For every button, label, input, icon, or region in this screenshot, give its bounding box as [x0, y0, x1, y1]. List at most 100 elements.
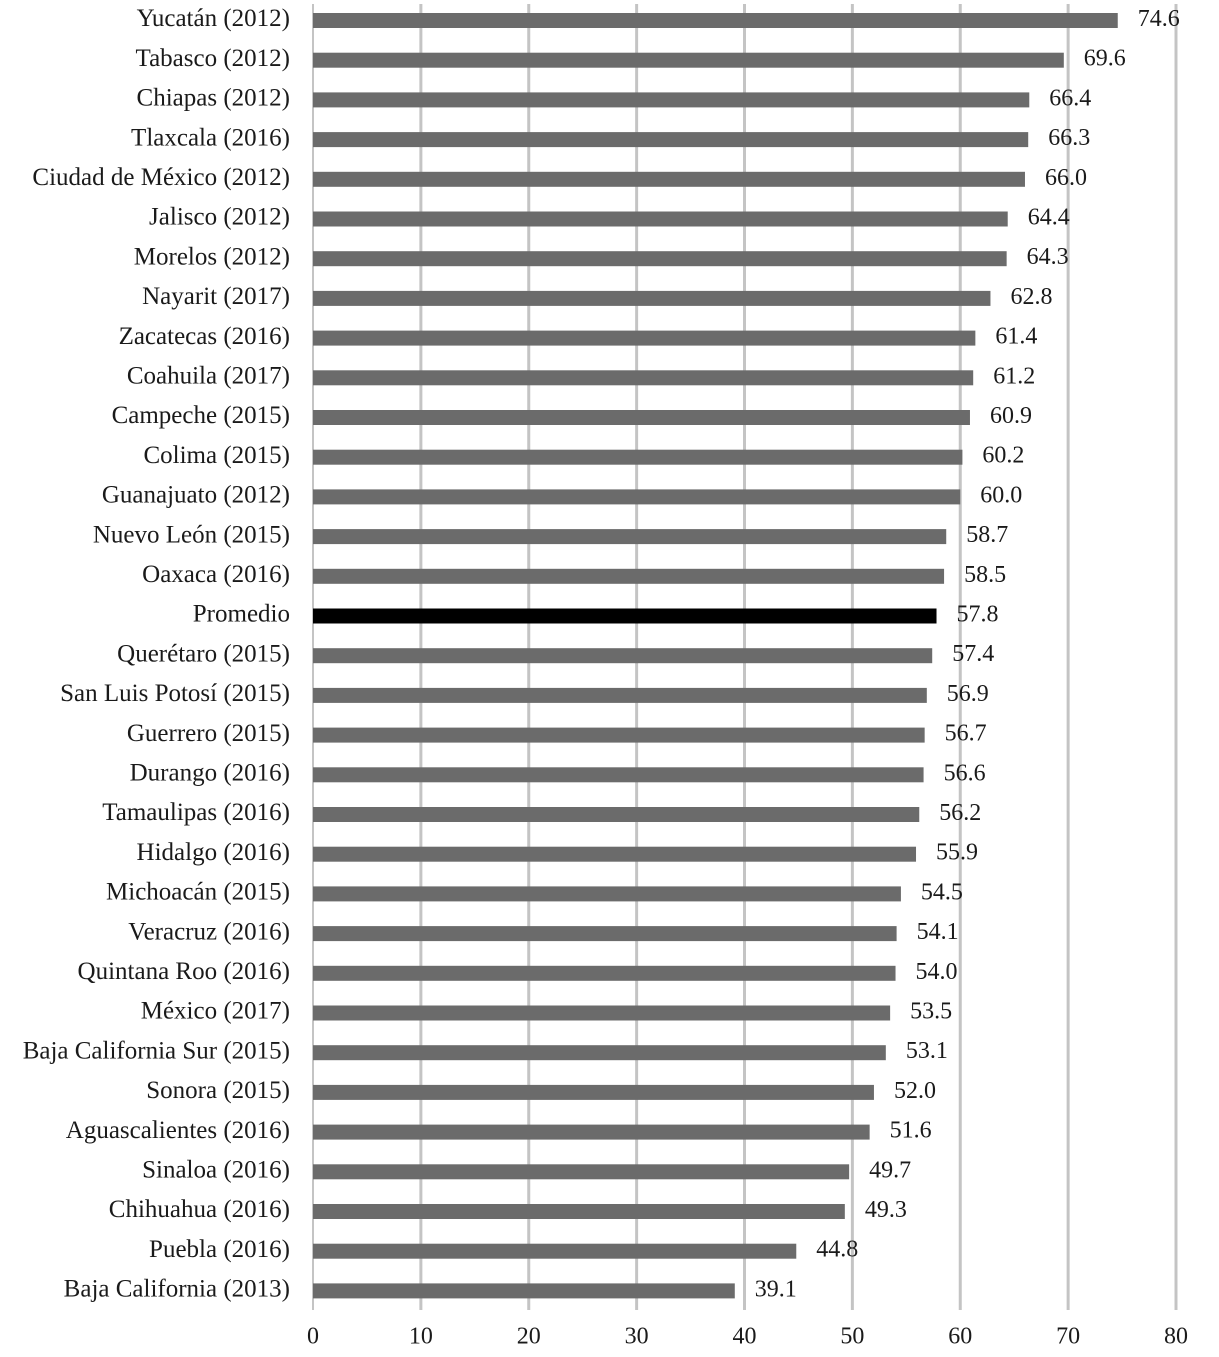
category-label: Oaxaca (2016)	[142, 561, 290, 588]
value-label: 61.4	[995, 324, 1037, 350]
bar	[313, 568, 945, 584]
value-label: 57.8	[957, 602, 999, 628]
bar-promedio	[313, 608, 937, 624]
category-label: Tamaulipas (2016)	[102, 799, 290, 826]
bar	[313, 330, 976, 346]
bar	[313, 1084, 874, 1100]
value-label: 52.0	[894, 1078, 936, 1104]
bar	[313, 886, 901, 902]
category-label: Querétaro (2015)	[117, 640, 290, 667]
category-label: Tlaxcala (2016)	[131, 124, 290, 151]
x-tick-label: 60	[948, 1324, 972, 1350]
bar	[313, 1204, 845, 1219]
bar	[313, 846, 917, 862]
value-label: 49.7	[869, 1157, 911, 1183]
bar	[313, 1045, 886, 1061]
value-label: 60.0	[980, 482, 1022, 508]
category-label: Sonora (2015)	[146, 1077, 290, 1104]
category-labels: Yucatán (2012) Tabasco (2012) Chiapas (201…	[23, 5, 290, 1302]
bar	[313, 1124, 870, 1140]
bar	[313, 251, 1007, 267]
bar	[313, 529, 947, 545]
category-label: Colima (2015)	[143, 442, 290, 469]
bar	[313, 52, 1064, 68]
value-label: 56.6	[944, 760, 986, 786]
x-tick-label: 50	[840, 1324, 864, 1350]
category-label: Hidalgo (2016)	[137, 839, 290, 866]
value-label: 51.6	[890, 1118, 932, 1144]
bar	[313, 92, 1030, 108]
bar	[313, 13, 1118, 28]
category-label: Quintana Roo (2016)	[78, 958, 290, 985]
value-label: 56.7	[945, 721, 987, 747]
value-label: 54.1	[917, 919, 959, 945]
category-label: Zacatecas (2016)	[119, 323, 290, 350]
category-label: México (2017)	[141, 998, 290, 1025]
category-label: Sinaloa (2016)	[142, 1157, 290, 1184]
bar	[313, 290, 991, 306]
value-label: 60.2	[982, 443, 1024, 469]
category-label: Veracruz (2016)	[128, 918, 290, 945]
bar	[313, 767, 924, 783]
value-label: 64.3	[1027, 244, 1069, 270]
value-labels: 74.6 69.6 66.4 66.3 66.0 64.4 64.3 62.8 61.4 61.2…	[755, 6, 1180, 1302]
value-label: 54.5	[921, 879, 963, 905]
bar	[313, 648, 933, 664]
bar	[313, 171, 1025, 187]
bars	[313, 13, 1118, 1299]
bar	[313, 1283, 735, 1299]
value-label: 53.5	[910, 999, 952, 1025]
value-label: 39.1	[755, 1276, 797, 1302]
category-label: Baja California (2013)	[64, 1276, 290, 1303]
x-tick-label: 80	[1164, 1324, 1188, 1350]
value-label: 64.4	[1028, 205, 1070, 231]
category-label: Tabasco (2012)	[136, 45, 290, 72]
value-label: 57.4	[952, 641, 994, 667]
value-label: 53.1	[906, 1038, 948, 1064]
value-label: 74.6	[1138, 6, 1180, 32]
x-tick-label: 10	[409, 1324, 433, 1350]
category-label: Baja California Sur (2015)	[23, 1037, 290, 1064]
category-label: Promedio	[193, 601, 290, 628]
x-tick-label: 70	[1056, 1324, 1080, 1350]
value-label: 49.3	[865, 1197, 907, 1223]
bar	[313, 926, 897, 942]
value-label: 58.7	[966, 522, 1008, 548]
category-label: Chihuahua (2016)	[109, 1196, 290, 1223]
value-label: 66.3	[1048, 125, 1090, 151]
bar	[313, 1005, 891, 1021]
category-label: Chiapas (2012)	[137, 85, 290, 112]
category-label: Puebla (2016)	[149, 1236, 290, 1263]
category-label: Coahuila (2017)	[127, 363, 290, 390]
category-label: San Luis Potosí (2015)	[60, 680, 290, 707]
bar	[313, 211, 1008, 227]
bar	[313, 132, 1029, 148]
category-label: Campeche (2015)	[112, 402, 290, 429]
bar	[313, 687, 927, 703]
category-label: Ciudad de México (2012)	[32, 164, 290, 191]
bar	[313, 1164, 850, 1180]
category-label: Aguascalientes (2016)	[66, 1117, 290, 1144]
value-label: 55.9	[936, 840, 978, 866]
x-axis-ticks: 0 10 20 30 40 50 60 70 80	[307, 1324, 1188, 1350]
x-tick-label: 20	[517, 1324, 541, 1350]
value-label: 58.5	[964, 562, 1006, 588]
value-label: 66.4	[1049, 85, 1091, 111]
category-label: Guerrero (2015)	[127, 720, 290, 747]
category-label: Durango (2016)	[130, 760, 290, 787]
x-tick-label: 30	[625, 1324, 649, 1350]
value-label: 56.2	[939, 800, 981, 826]
category-label: Yucatán (2012)	[137, 5, 290, 32]
bar	[313, 807, 920, 822]
category-label: Guanajuato (2012)	[102, 482, 290, 509]
bar	[313, 965, 896, 981]
x-tick-label: 0	[307, 1324, 319, 1350]
value-label: 60.9	[990, 403, 1032, 429]
bar	[313, 410, 970, 425]
value-label: 61.2	[993, 363, 1035, 389]
category-label: Jalisco (2012)	[149, 204, 290, 231]
x-tick-label: 40	[733, 1324, 757, 1350]
category-label: Morelos (2012)	[134, 243, 290, 270]
value-label: 66.0	[1045, 165, 1087, 191]
